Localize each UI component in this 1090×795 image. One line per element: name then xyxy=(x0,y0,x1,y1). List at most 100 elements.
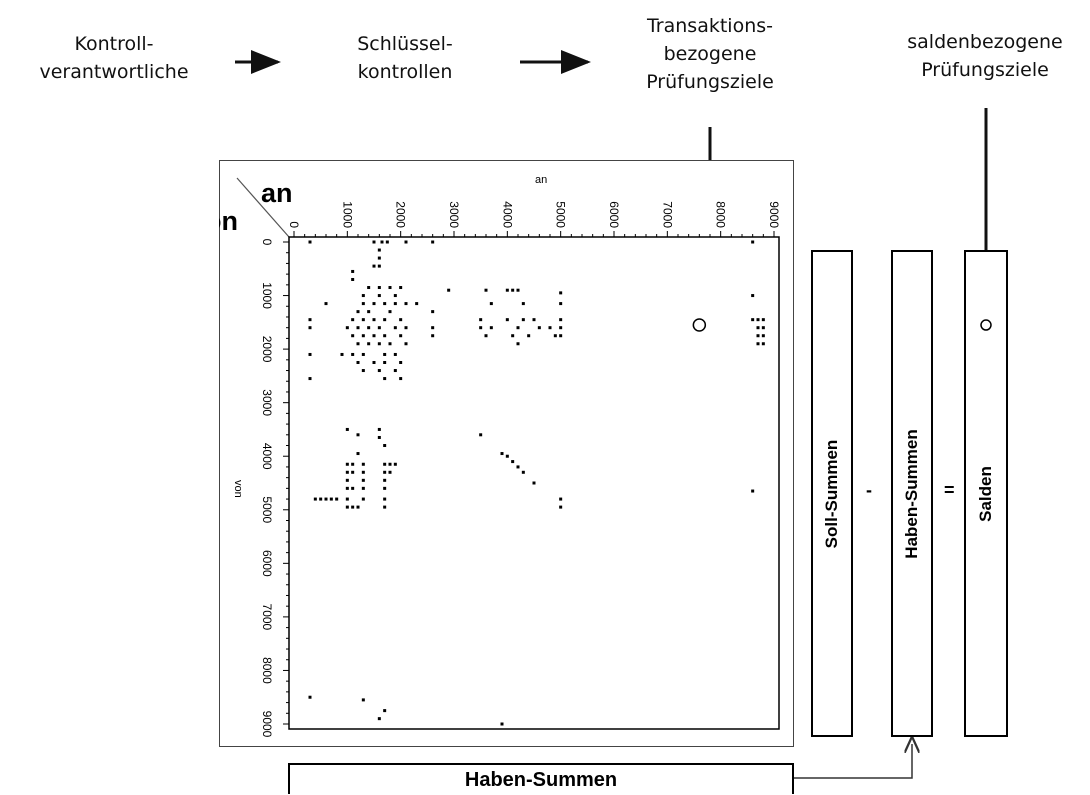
equals-operator: = xyxy=(944,480,955,500)
data-point xyxy=(479,318,483,322)
matrix-frame xyxy=(219,160,794,747)
transaktion-marker-circle xyxy=(692,318,707,332)
data-point xyxy=(505,454,509,458)
data-point xyxy=(308,352,312,356)
y-tick-label: 1000 xyxy=(260,282,274,309)
data-point xyxy=(559,505,563,509)
data-point xyxy=(756,334,760,338)
data-point xyxy=(751,294,755,298)
data-point xyxy=(751,318,755,322)
data-point xyxy=(537,326,541,330)
data-point xyxy=(351,352,355,356)
data-point xyxy=(479,433,483,437)
data-point xyxy=(345,497,349,501)
x-tick-label: 8000 xyxy=(714,201,728,228)
data-point xyxy=(367,326,371,330)
data-point xyxy=(511,460,515,464)
data-point xyxy=(372,264,376,268)
flow-step-transaktionsbezogene-pruefungsziele: Transaktions- bezogene Prüfungsziele xyxy=(646,15,774,93)
data-point xyxy=(356,342,360,346)
data-point xyxy=(356,326,360,330)
data-point xyxy=(559,302,563,306)
data-point xyxy=(415,302,419,306)
data-point xyxy=(351,470,355,474)
data-point xyxy=(383,377,387,381)
data-point xyxy=(447,288,451,292)
data-point xyxy=(393,326,397,330)
data-point xyxy=(404,302,408,306)
data-point xyxy=(377,264,381,268)
data-point xyxy=(385,240,389,244)
data-point xyxy=(351,334,355,338)
data-point xyxy=(393,302,397,306)
y-tick-label: 8000 xyxy=(260,657,274,684)
data-point xyxy=(361,497,365,501)
data-point xyxy=(527,334,531,338)
data-point xyxy=(484,288,488,292)
data-point xyxy=(377,294,381,298)
flow-step-schluesselkontrollen: Schlüssel- kontrollen xyxy=(357,33,453,83)
data-point xyxy=(372,361,376,364)
data-point xyxy=(521,302,525,306)
data-point xyxy=(388,470,392,474)
x-tick-label: 6000 xyxy=(607,201,621,228)
data-point xyxy=(324,497,328,501)
data-point xyxy=(345,427,349,431)
x-tick-label: 4000 xyxy=(500,201,514,228)
haben-connector-arrow xyxy=(793,744,912,779)
data-point xyxy=(377,435,381,439)
data-point xyxy=(388,286,392,290)
x-tick-label: 5000 xyxy=(554,201,568,228)
x-tick-label: 3000 xyxy=(447,201,461,228)
data-point xyxy=(361,462,365,466)
data-point xyxy=(377,427,381,431)
data-point xyxy=(345,478,349,482)
data-point xyxy=(431,310,435,314)
data-point xyxy=(399,286,403,290)
data-point xyxy=(308,240,312,244)
data-points xyxy=(308,240,765,726)
data-point xyxy=(511,334,515,338)
data-point xyxy=(356,361,360,364)
salden-marker-circle xyxy=(980,319,992,331)
data-point xyxy=(324,302,328,306)
flow-step-saldenbezogene-pruefungsziele: saldenbezogene Prüfungsziele xyxy=(907,31,1063,81)
data-point xyxy=(505,288,509,292)
data-point xyxy=(516,326,520,330)
corner-label-an: an xyxy=(261,178,293,208)
data-point xyxy=(399,377,403,381)
y-tick-label: 0 xyxy=(260,239,274,246)
data-point xyxy=(383,444,387,448)
data-point xyxy=(479,326,483,330)
data-point xyxy=(399,318,403,322)
data-point xyxy=(356,433,360,437)
data-point xyxy=(559,318,563,322)
data-point xyxy=(335,497,339,501)
data-point xyxy=(553,334,557,338)
data-point xyxy=(372,318,376,322)
data-point xyxy=(351,269,355,273)
data-point xyxy=(751,489,755,493)
data-point xyxy=(489,326,493,330)
y-tick-label: 3000 xyxy=(260,389,274,416)
data-point xyxy=(559,291,563,295)
data-point xyxy=(516,465,520,469)
salden-marker xyxy=(980,319,992,331)
data-point xyxy=(377,369,381,373)
data-point xyxy=(308,377,312,381)
data-point xyxy=(377,717,381,721)
data-point xyxy=(761,318,765,322)
data-point xyxy=(361,302,365,306)
data-point xyxy=(393,352,397,356)
data-point xyxy=(361,369,365,373)
matrix-plot: an von an von 0 1000 2000 3000 4000 5000 6000 7… xyxy=(219,174,781,738)
data-point xyxy=(532,481,536,485)
y-tick-label: 9000 xyxy=(260,711,274,738)
y-tick-label: 2000 xyxy=(260,336,274,363)
data-point xyxy=(377,286,381,290)
flow-step-kontrollverantwortliche: Kontroll- verantwortliche xyxy=(39,33,189,83)
data-point xyxy=(521,318,525,322)
data-point xyxy=(383,709,387,713)
haben-summen-row-label: Haben-Summen xyxy=(464,769,618,791)
data-point xyxy=(383,478,387,482)
